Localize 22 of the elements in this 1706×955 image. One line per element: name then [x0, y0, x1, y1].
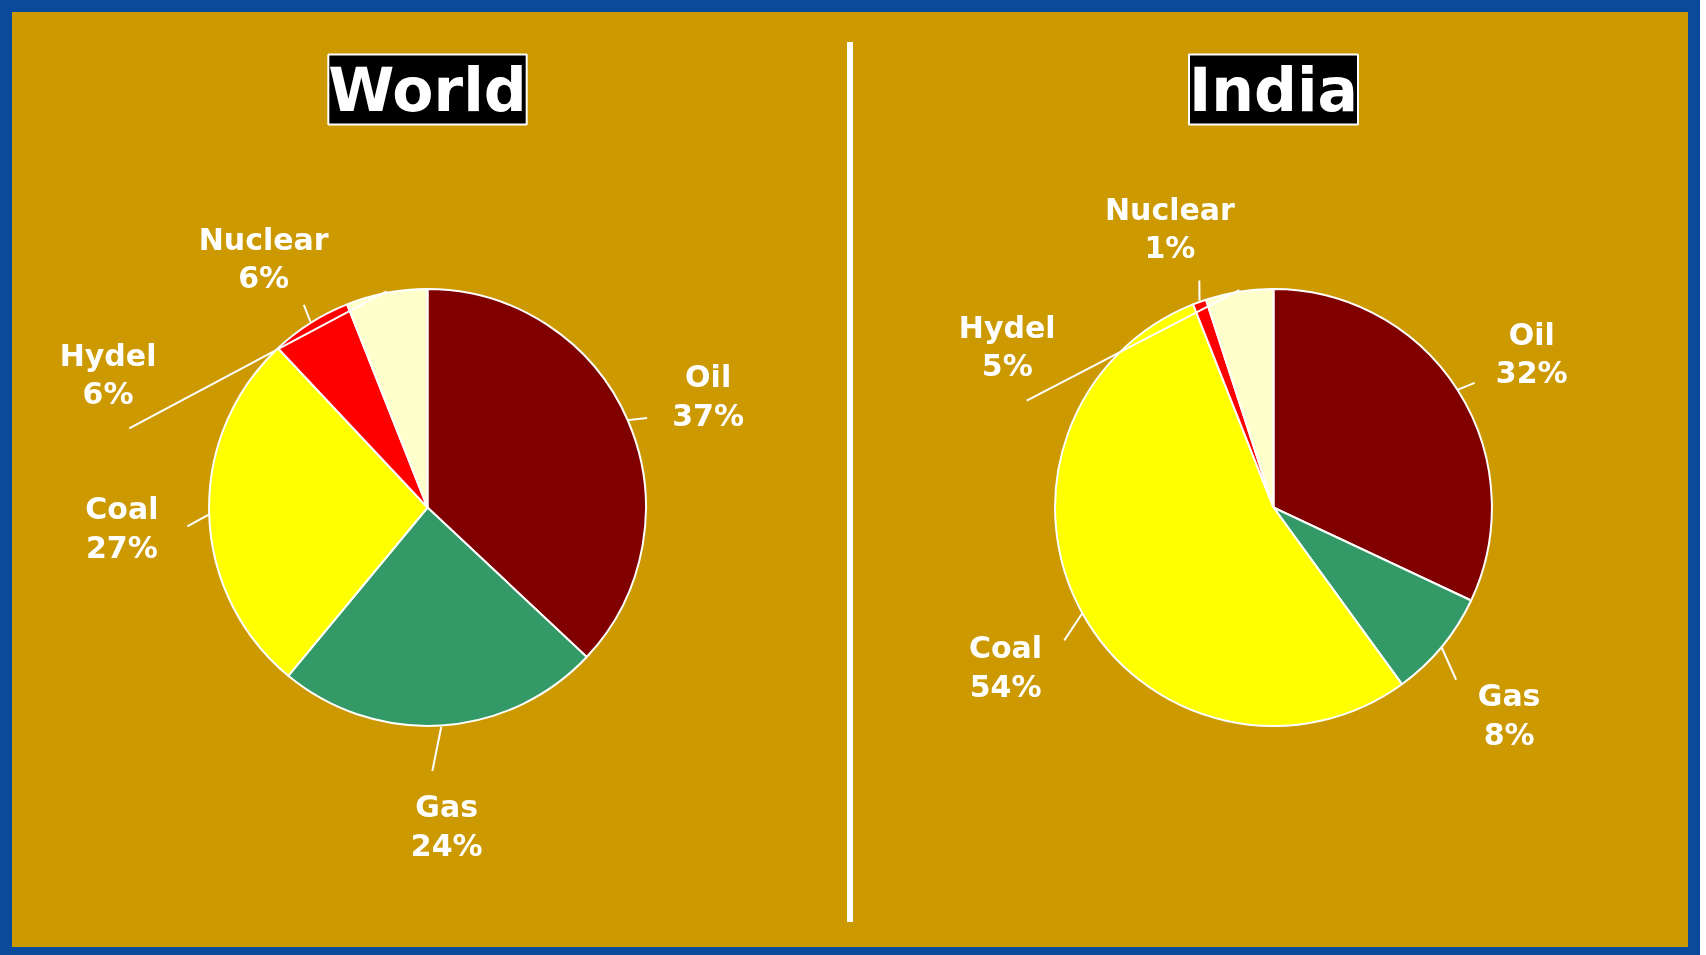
slice-label: Nuclear	[198, 221, 329, 257]
slice-label: Hydel	[958, 309, 1056, 345]
data-label: 32%	[1495, 355, 1568, 391]
data-label: 6%	[238, 260, 290, 296]
chart-title: World	[328, 54, 527, 125]
slice-label: Coal	[968, 630, 1043, 666]
slice-label: Hydel	[59, 337, 157, 373]
data-label: 5%	[981, 348, 1033, 384]
data-label: 37%	[672, 397, 745, 433]
data-label: 8%	[1483, 716, 1535, 752]
data-label: 24%	[410, 827, 483, 863]
slice-label: Oil	[1508, 316, 1555, 352]
data-label: 6%	[82, 376, 134, 412]
slice-label: Gas	[415, 789, 479, 825]
chart-title: India	[1188, 54, 1359, 125]
slice-label: Coal	[85, 491, 159, 527]
data-label: 54%	[969, 668, 1042, 704]
slice-label: Nuclear	[1104, 191, 1236, 227]
data-label: 27%	[85, 529, 158, 565]
data-label: 1%	[1144, 230, 1196, 266]
slice-label: Oil	[685, 359, 732, 395]
slice-label: Gas	[1477, 678, 1541, 714]
